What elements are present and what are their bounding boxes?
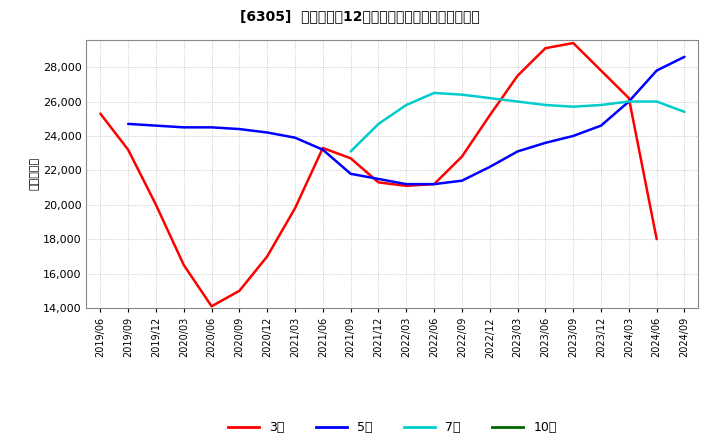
- Text: [6305]  当期純利益12か月移動合計の標準偏差の推移: [6305] 当期純利益12か月移動合計の標準偏差の推移: [240, 9, 480, 23]
- Y-axis label: （百万円）: （百万円）: [30, 157, 40, 191]
- Legend: 3年, 5年, 7年, 10年: 3年, 5年, 7年, 10年: [223, 416, 562, 439]
